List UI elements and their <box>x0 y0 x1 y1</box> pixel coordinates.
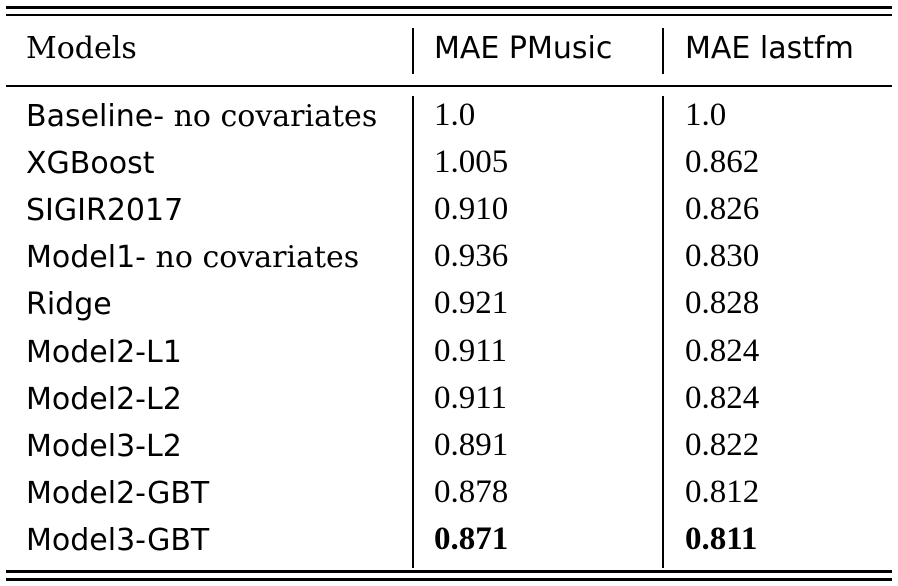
model-name: XGBoost <box>26 146 155 181</box>
model-note: no covariates <box>146 240 360 275</box>
table-row-mae-pmusic: 0.878 <box>434 474 509 510</box>
model-name: Baseline- <box>26 99 165 134</box>
model-name: Model3-L2 <box>26 429 182 464</box>
table-row-model: Model2-GBT <box>26 472 209 514</box>
model-name: SIGIR2017 <box>26 193 184 228</box>
table-row-mae-pmusic: 1.005 <box>434 144 509 180</box>
table-row-mae-pmusic: 0.910 <box>434 191 509 227</box>
table-row-model: XGBoost <box>26 142 154 184</box>
table-row-mae-lastfm: 0.824 <box>685 380 760 416</box>
table-row-model: Model3-L2 <box>26 425 182 467</box>
header-mae-lastfm: MAE lastfm <box>685 31 854 66</box>
model-name: Model2-L1 <box>26 335 182 370</box>
table-row-model: Model2-L2 <box>26 378 182 420</box>
model-name: Model3-GBT <box>26 523 210 558</box>
table-row-model: Model2-L1 <box>26 331 182 373</box>
header-divider-2 <box>662 28 664 74</box>
header-divider-1 <box>412 28 414 74</box>
table-row-mae-lastfm: 0.822 <box>685 427 760 463</box>
body-divider-1 <box>412 96 414 568</box>
model-name: Model2-L2 <box>26 382 182 417</box>
table-row-mae-pmusic: 1.0 <box>434 97 476 133</box>
table-row-mae-lastfm: 0.811 <box>685 521 758 557</box>
table-row-model: SIGIR2017 <box>26 189 183 231</box>
table-row-mae-lastfm: 0.824 <box>685 333 760 369</box>
header-mae-pmusic: MAE PMusic <box>434 31 613 66</box>
model-note: no covariates <box>164 99 378 134</box>
body-divider-2 <box>662 96 664 568</box>
top-rule-inner <box>6 14 892 16</box>
table-row-mae-lastfm: 1.0 <box>685 97 727 133</box>
table-row-model: Model3-GBT <box>26 519 209 561</box>
bottom-rule-outer <box>6 578 892 581</box>
table-row-mae-lastfm: 0.812 <box>685 474 760 510</box>
header-models: Models <box>26 31 137 66</box>
table-row-model: Baseline- no covariates <box>26 95 377 137</box>
table-row-mae-pmusic: 0.921 <box>434 285 509 321</box>
model-name: Model2-GBT <box>26 476 210 511</box>
table-row-mae-lastfm: 0.862 <box>685 144 760 180</box>
table-row-mae-pmusic: 0.911 <box>434 380 508 416</box>
top-rule-outer <box>6 6 892 9</box>
model-name: Model1- <box>26 240 146 275</box>
table-row-model: Model1- no covariates <box>26 236 359 278</box>
table-row-mae-pmusic: 0.871 <box>434 521 509 557</box>
table-row-mae-pmusic: 0.891 <box>434 427 509 463</box>
table-row-mae-lastfm: 0.826 <box>685 191 760 227</box>
table-row-mae-lastfm: 0.828 <box>685 285 760 321</box>
table-row-model: Ridge <box>26 283 112 325</box>
header-rule <box>6 85 892 87</box>
bottom-rule-inner <box>6 570 892 573</box>
table-row-mae-pmusic: 0.936 <box>434 238 509 274</box>
model-name: Ridge <box>26 287 112 322</box>
table-row-mae-lastfm: 0.830 <box>685 238 760 274</box>
table-row-mae-pmusic: 0.911 <box>434 333 508 369</box>
